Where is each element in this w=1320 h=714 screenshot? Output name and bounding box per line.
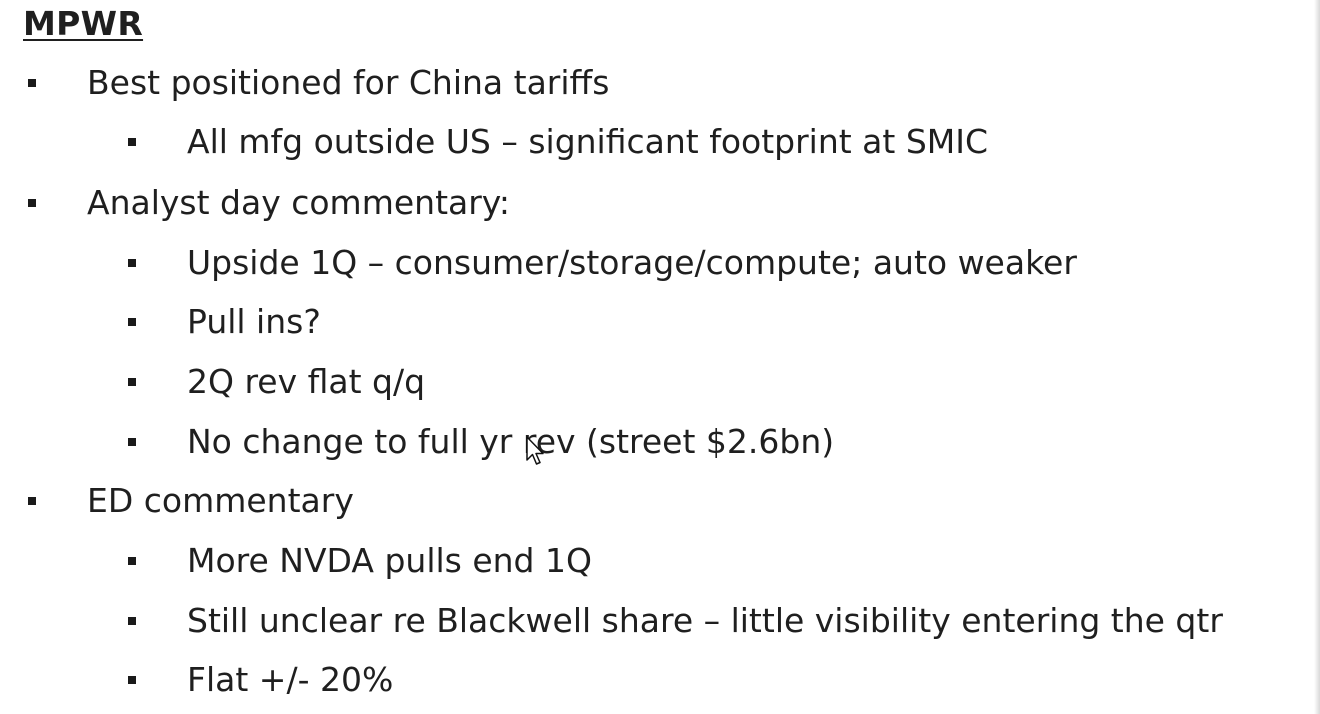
bullet-item-full-yr-rev: No change to full yr rev (street $2.6bn)	[128, 422, 834, 462]
square-bullet-icon	[128, 676, 136, 684]
square-bullet-icon	[28, 79, 36, 87]
bullet-item-upside-1q: Upside 1Q – consumer/storage/compute; au…	[128, 243, 1077, 283]
square-bullet-icon	[28, 497, 36, 505]
bullet-text: ED commentary	[87, 481, 354, 520]
bullet-item-nvda-pulls: More NVDA pulls end 1Q	[128, 541, 592, 581]
square-bullet-icon	[128, 438, 136, 446]
bullet-item-analyst-day: Analyst day commentary:	[28, 183, 510, 223]
bullet-item-mfg-outside-us: All mfg outside US – significant footpri…	[128, 122, 988, 162]
bullet-text: Best positioned for China tariffs	[87, 63, 610, 102]
bullet-text: Flat +/- 20%	[187, 660, 394, 699]
square-bullet-icon	[128, 378, 136, 386]
bullet-text: Still unclear re Blackwell share – littl…	[187, 601, 1223, 640]
bullet-item-blackwell-share: Still unclear re Blackwell share – littl…	[128, 601, 1223, 641]
square-bullet-icon	[128, 617, 136, 625]
bullet-item-china-tariffs: Best positioned for China tariffs	[28, 63, 609, 103]
slide-title: MPWR	[23, 4, 144, 43]
bullet-item-flat-20: Flat +/- 20%	[128, 660, 393, 700]
bullet-item-ed-commentary: ED commentary	[28, 481, 354, 521]
square-bullet-icon	[128, 318, 136, 326]
bullet-text: Pull ins?	[187, 302, 321, 341]
square-bullet-icon	[128, 138, 136, 146]
bullet-text: All mfg outside US – significant footpri…	[187, 122, 989, 161]
bullet-text: Upside 1Q – consumer/storage/compute; au…	[187, 243, 1077, 282]
slide-edge-shadow	[1314, 0, 1320, 714]
mouse-pointer-icon	[526, 436, 544, 465]
bullet-text: 2Q rev flat q/q	[187, 362, 426, 401]
square-bullet-icon	[128, 557, 136, 565]
bullet-item-2q-rev: 2Q rev flat q/q	[128, 362, 425, 402]
bullet-text: No change to full yr rev (street $2.6bn)	[187, 422, 835, 461]
square-bullet-icon	[28, 199, 36, 207]
square-bullet-icon	[128, 259, 136, 267]
bullet-text: Analyst day commentary:	[87, 183, 511, 222]
bullet-item-pull-ins: Pull ins?	[128, 302, 321, 342]
bullet-text: More NVDA pulls end 1Q	[187, 541, 592, 580]
